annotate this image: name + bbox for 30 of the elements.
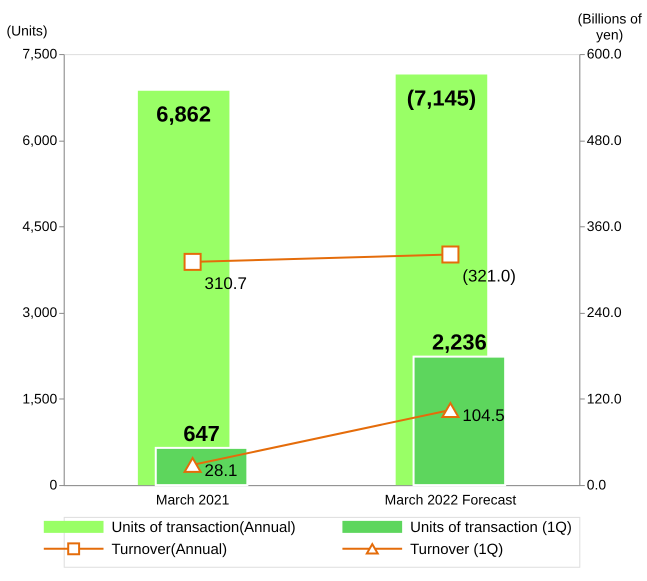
data-label: 2,236 [432,330,487,355]
y-tick-label: 7,500 [22,46,58,62]
y-tick-label: 0 [49,476,58,493]
legend-label: Units of transaction (1Q) [410,518,572,536]
y2-axis-title: (Billions of yen) [578,10,642,43]
data-label: (7,145) [406,85,476,110]
y2-tick-label: 120.0 [586,390,622,406]
data-label: 647 [183,420,220,446]
y-axis-title: (Units) [6,22,48,39]
legend-label: Turnover(Annual) [111,540,228,558]
y-tick-label: 6,000 [22,132,58,148]
y2-tick-label: 0.0 [586,476,606,493]
data-label: 6,862 [156,102,212,127]
y2-tick-label: 480.0 [586,132,622,148]
bar [412,356,506,486]
data-label: 28.1 [204,460,238,480]
x-tick-label: March 2022 Forecast [384,491,516,508]
point [184,252,202,271]
legend-label: Turnover (1Q) [410,540,504,558]
y2-tick-label: 360.0 [586,218,622,234]
y2-tick-label: 240.0 [586,304,622,320]
bar [154,446,248,486]
data-label: 104.5 [462,406,505,425]
legend-label: Units of transaction(Annual) [111,518,296,536]
point [441,245,460,264]
y-tick-label: 1,500 [22,390,58,406]
y-tick-label: 4,500 [22,218,58,234]
y-tick-label: 3,000 [22,304,58,320]
y2-tick-label: 600.0 [586,46,622,62]
x-tick-label: March 2021 [156,491,230,508]
